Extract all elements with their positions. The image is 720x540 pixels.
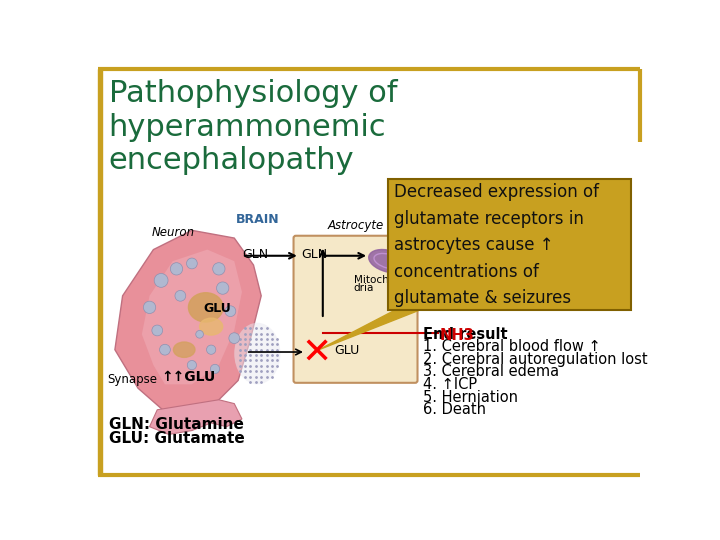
Polygon shape xyxy=(142,249,242,384)
Text: BRAIN: BRAIN xyxy=(235,213,279,226)
Polygon shape xyxy=(150,400,242,434)
Text: Astrocyte: Astrocyte xyxy=(328,219,384,232)
Text: GLN: GLN xyxy=(301,248,328,261)
Text: Mitochon-: Mitochon- xyxy=(354,275,405,285)
Text: ↑↑GLU: ↑↑GLU xyxy=(161,370,215,384)
Circle shape xyxy=(225,306,235,316)
Ellipse shape xyxy=(234,323,281,384)
Text: GLN: Glutamine: GLN: Glutamine xyxy=(109,417,243,433)
Text: hyperammonemic: hyperammonemic xyxy=(109,112,387,141)
Circle shape xyxy=(154,273,168,287)
Circle shape xyxy=(143,301,156,314)
Circle shape xyxy=(152,325,163,336)
Text: 1. Cerebral blood flow ↑: 1. Cerebral blood flow ↑ xyxy=(423,339,600,354)
Text: GLU: GLU xyxy=(204,302,231,315)
Circle shape xyxy=(196,330,204,338)
Text: Pathophysiology of: Pathophysiology of xyxy=(109,79,397,107)
Text: Neuron: Neuron xyxy=(152,226,195,240)
Bar xyxy=(388,179,631,309)
Ellipse shape xyxy=(174,342,195,357)
Circle shape xyxy=(210,364,220,374)
Text: GLN: GLN xyxy=(242,248,268,261)
Circle shape xyxy=(186,258,197,269)
Circle shape xyxy=(160,345,171,355)
Circle shape xyxy=(187,361,197,370)
Polygon shape xyxy=(319,300,446,350)
Text: GLU: GLU xyxy=(334,343,359,356)
Text: 3. Cerebral edema: 3. Cerebral edema xyxy=(423,364,559,379)
Text: GLU: Glutamate: GLU: Glutamate xyxy=(109,431,245,447)
Text: ✕: ✕ xyxy=(301,336,331,370)
Text: 5. Herniation: 5. Herniation xyxy=(423,390,518,405)
Text: Decreased expression of
glutamate receptors in
astrocytes cause ↑
concentrations: Decreased expression of glutamate recept… xyxy=(395,184,600,307)
Circle shape xyxy=(171,262,183,275)
Circle shape xyxy=(175,291,186,301)
Ellipse shape xyxy=(189,293,223,322)
Text: encephalopathy: encephalopathy xyxy=(109,146,354,176)
Circle shape xyxy=(207,345,216,354)
Circle shape xyxy=(212,262,225,275)
FancyBboxPatch shape xyxy=(294,236,418,383)
Ellipse shape xyxy=(369,249,408,273)
Polygon shape xyxy=(115,231,261,415)
Text: Synapse: Synapse xyxy=(107,373,157,386)
Text: 6. Death: 6. Death xyxy=(423,402,486,417)
Text: 2. Cerebral autoregulation lost: 2. Cerebral autoregulation lost xyxy=(423,352,647,367)
Ellipse shape xyxy=(199,318,222,335)
Circle shape xyxy=(229,333,240,343)
Text: dria: dria xyxy=(354,283,374,293)
Bar xyxy=(98,70,102,475)
Text: End result: End result xyxy=(423,327,508,342)
Text: 4. ↑ICP: 4. ↑ICP xyxy=(423,377,477,392)
Circle shape xyxy=(217,282,229,294)
Text: NH3: NH3 xyxy=(440,328,474,343)
